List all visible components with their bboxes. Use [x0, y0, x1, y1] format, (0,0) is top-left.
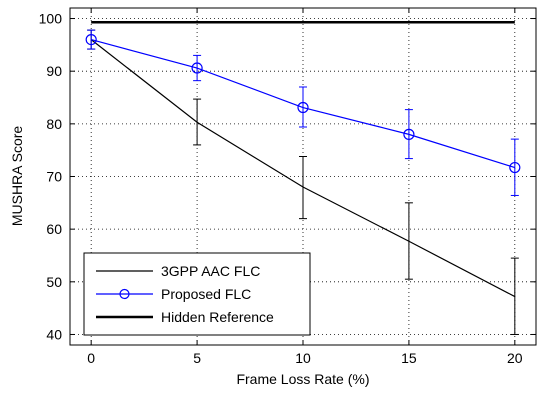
- y-tick-label: 80: [46, 116, 62, 132]
- y-axis-label: MUSHRA Score: [9, 126, 25, 227]
- data-point-proposed: [297, 101, 309, 114]
- x-tick-label: 0: [87, 350, 95, 366]
- x-tick-label: 20: [507, 350, 523, 366]
- data-point-proposed: [85, 33, 97, 46]
- y-tick-label: 100: [39, 11, 63, 27]
- x-tick-label: 10: [295, 350, 311, 366]
- axis-ticks: 0 5 10 15 20 40 50 60 70 80 90 100: [39, 8, 536, 366]
- x-tick-label: 5: [193, 350, 201, 366]
- data-series: [85, 20, 521, 335]
- y-tick-label: 40: [46, 326, 62, 342]
- y-tick-label: 70: [46, 169, 62, 185]
- legend-label-aac: 3GPP AAC FLC: [161, 263, 260, 279]
- y-tick-label: 50: [46, 274, 62, 290]
- x-axis-label: Frame Loss Rate (%): [236, 371, 369, 387]
- y-tick-label: 60: [46, 221, 62, 237]
- legend: 3GPP AAC FLC Proposed FLC Hidden Referen…: [83, 252, 311, 336]
- legend-marker-proposed: [119, 288, 130, 300]
- legend-label-reference: Hidden Reference: [161, 309, 274, 325]
- data-point-proposed: [509, 161, 521, 174]
- x-tick-label: 15: [401, 350, 417, 366]
- y-tick-label: 90: [46, 63, 62, 79]
- data-point-proposed: [403, 128, 415, 140]
- data-point-proposed: [191, 62, 203, 74]
- legend-label-proposed: Proposed FLC: [161, 286, 251, 302]
